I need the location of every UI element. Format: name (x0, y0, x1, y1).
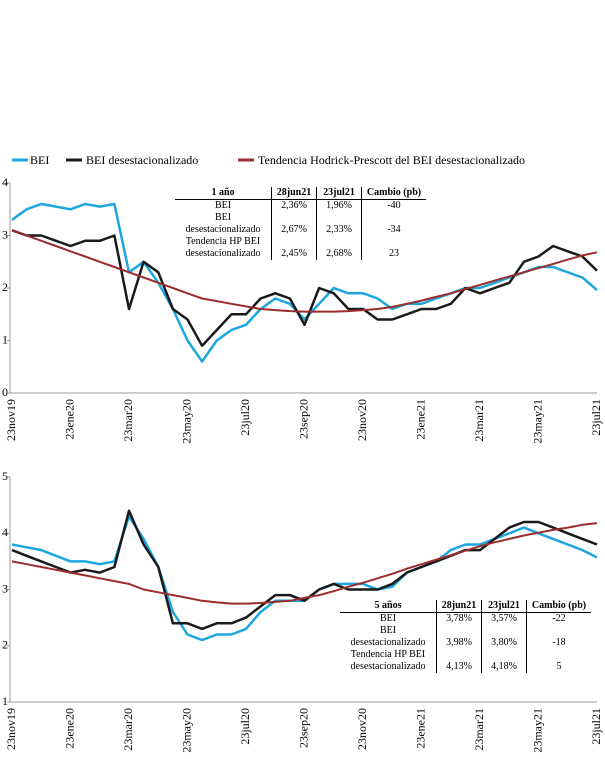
series-line (11, 229, 598, 313)
table-cell: BEI (340, 612, 437, 625)
table-header: 1 año (175, 187, 272, 200)
table-cell: 5 (556, 661, 562, 672)
table-cell: BEI desestacionalizado (175, 212, 272, 236)
series-line (11, 509, 598, 631)
table-cell: 1,96% (316, 199, 362, 212)
table-cell: 2,67% (271, 212, 317, 236)
legend-label: BEI desestacionalizado (86, 153, 198, 167)
table-header: 28jun21 (271, 187, 317, 200)
table-cell: BEI desestacionalizado (340, 625, 437, 649)
table-cell: 3,80% (481, 625, 527, 649)
table-cell: -22 (552, 613, 566, 624)
table-cell: 23 (389, 248, 399, 259)
table-cell: 4,18% (481, 649, 527, 673)
summary-table: 5 años 28jun21 23jul21 Cambio (pb) BEI 3,78% 3… (340, 600, 591, 673)
y-tick-label: 3 (2, 581, 8, 595)
x-tick-label: 23sep20 (296, 399, 310, 439)
y-tick-label: 2 (2, 280, 8, 294)
x-tick-label: 23ene20 (62, 708, 76, 749)
table-header: Cambio (pb) (526, 600, 591, 613)
table-cell: 4,13% (436, 649, 482, 673)
x-tick-label: 23mar20 (121, 708, 135, 751)
y-tick-label: 4 (2, 175, 8, 189)
legend-label: BEI (30, 153, 49, 167)
legend-label: Tendencia Hodrick-Prescott del BEI deses… (258, 153, 525, 167)
x-tick-label: 23ene21 (413, 708, 427, 749)
summary-table: 1 año 28jun21 23jul21 Cambio (pb) BEI 2,36% 1,… (175, 187, 426, 260)
x-tick-label: 23mar21 (472, 708, 486, 751)
x-tick-label: 23jul20 (238, 399, 252, 436)
series-line (11, 522, 598, 605)
series-line (11, 202, 598, 363)
y-tick-label: 3 (2, 227, 8, 241)
table-cell: 3,57% (481, 612, 527, 625)
table-cell: 2,45% (271, 236, 317, 260)
x-tick-label: 23jul20 (238, 708, 252, 745)
table-cell: -40 (387, 200, 401, 211)
x-tick-label: 23nov20 (355, 708, 369, 750)
y-tick-label: 4 (2, 525, 8, 539)
table-header: 28jun21 (436, 600, 482, 613)
table-cell: 3,98% (436, 625, 482, 649)
table-cell: 2,68% (316, 236, 362, 260)
y-tick-label: 1 (2, 694, 8, 708)
table-cell: BEI (175, 199, 272, 212)
x-tick-label: 23nov19 (4, 399, 18, 441)
x-tick-label: 23nov20 (355, 399, 369, 441)
y-tick-label: 0 (2, 385, 8, 399)
table-cell: -34 (387, 224, 401, 235)
y-tick-label: 1 (2, 332, 8, 346)
x-tick-label: 23may20 (179, 399, 193, 444)
table-header: 23jul21 (316, 187, 362, 200)
x-tick-label: 23jul21 (589, 399, 603, 436)
x-tick-label: 23sep20 (296, 708, 310, 748)
table-header: Cambio (pb) (361, 187, 426, 200)
table-cell: 2,36% (271, 199, 317, 212)
x-tick-label: 23ene20 (62, 399, 76, 440)
x-tick-label: 23mar21 (472, 399, 486, 442)
x-tick-label: 23ene21 (413, 399, 427, 440)
x-tick-label: 23mar20 (121, 399, 135, 442)
table-cell: Tendencia HP BEI desestacionalizado (340, 649, 437, 673)
x-tick-label: 23jul21 (589, 708, 603, 745)
table-cell: 2,33% (316, 212, 362, 236)
table-cell: Tendencia HP BEI desestacionalizado (175, 236, 272, 260)
x-tick-label: 23may21 (530, 708, 544, 753)
y-tick-label: 2 (2, 638, 8, 652)
series-line (11, 229, 598, 348)
y-tick-label: 5 (2, 469, 8, 483)
table-cell: -18 (552, 637, 566, 648)
table-cell: 3,78% (436, 612, 482, 625)
table-header: 23jul21 (481, 600, 527, 613)
x-tick-label: 23may21 (530, 399, 544, 444)
table-header: 5 años (340, 600, 437, 613)
x-tick-label: 23may20 (179, 708, 193, 753)
x-tick-label: 23nov19 (4, 708, 18, 750)
